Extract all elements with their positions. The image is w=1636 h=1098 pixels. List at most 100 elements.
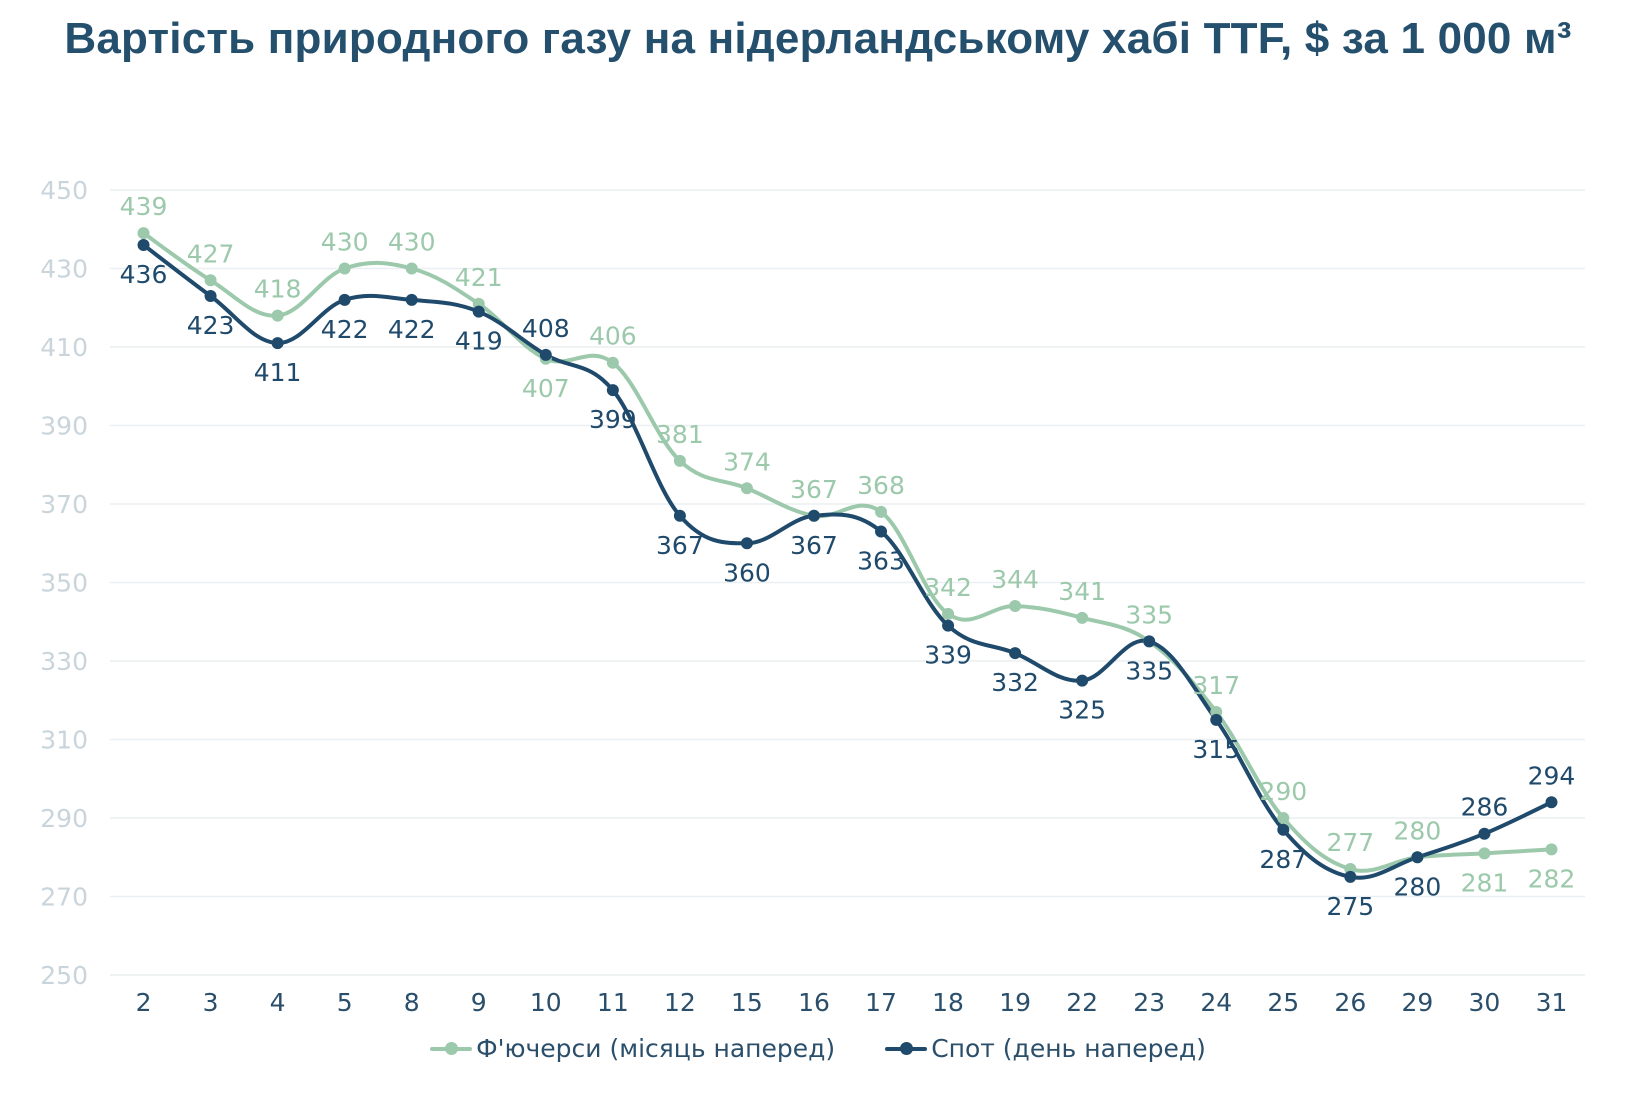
data-label-futures: 277: [1326, 828, 1374, 857]
y-tick-label: 270: [40, 883, 88, 912]
data-label-futures: 290: [1259, 777, 1307, 806]
x-tick-label: 18: [932, 988, 964, 1017]
data-label-futures: 342: [924, 573, 972, 602]
data-label-futures: 427: [187, 239, 235, 268]
x-tick-label: 22: [1066, 988, 1098, 1017]
data-label-spot: 339: [924, 641, 972, 670]
data-point-spot: [740, 537, 753, 550]
legend-item-spot[interactable]: Спот (день наперед): [885, 1034, 1206, 1063]
data-label-futures: 421: [455, 263, 503, 292]
x-tick-label: 15: [731, 988, 763, 1017]
x-tick-label: 10: [530, 988, 562, 1017]
data-label-spot: 367: [656, 531, 704, 560]
data-label-spot: 315: [1192, 735, 1240, 764]
data-point-spot: [338, 293, 351, 306]
data-point-spot: [606, 384, 619, 397]
data-point-spot: [204, 289, 217, 302]
y-tick-label: 450: [40, 176, 88, 205]
data-point-spot: [1478, 827, 1491, 840]
data-label-spot: 411: [254, 358, 302, 387]
data-point-futures: [204, 274, 217, 287]
data-label-futures: 317: [1192, 671, 1240, 700]
data-label-futures: 439: [120, 192, 168, 221]
data-label-spot: 294: [1528, 761, 1576, 790]
data-label-futures: 341: [1058, 577, 1106, 606]
legend-swatch-spot-icon: [885, 1041, 928, 1055]
data-point-spot: [1411, 851, 1424, 864]
data-label-spot: 436: [120, 260, 168, 289]
y-tick-label: 310: [40, 726, 88, 755]
data-point-spot: [1076, 674, 1089, 687]
data-label-spot: 332: [991, 668, 1039, 697]
y-tick-label: 330: [40, 647, 88, 676]
data-label-spot: 335: [1125, 656, 1173, 685]
data-label-futures: 280: [1394, 816, 1442, 845]
data-point-spot: [271, 337, 284, 350]
x-tick-label: 24: [1200, 988, 1232, 1017]
data-label-spot: 423: [187, 311, 235, 340]
data-label-futures: 281: [1461, 868, 1509, 897]
x-tick-label: 16: [798, 988, 830, 1017]
data-point-spot: [1344, 870, 1357, 883]
chart-title: Вартість природного газу на нідерландськ…: [64, 14, 1572, 63]
data-point-futures: [1545, 843, 1558, 856]
x-tick-label: 29: [1401, 988, 1433, 1017]
data-point-futures: [137, 227, 150, 240]
x-tick-label: 3: [203, 988, 219, 1017]
data-label-futures: 367: [790, 475, 838, 504]
data-label-spot: 367: [790, 531, 838, 560]
data-label-spot: 419: [455, 327, 503, 356]
data-label-spot: 360: [723, 558, 771, 587]
data-point-spot: [405, 293, 418, 306]
data-label-futures: 418: [254, 275, 302, 304]
data-label-spot: 280: [1394, 872, 1442, 901]
x-tick-label: 25: [1267, 988, 1299, 1017]
data-point-spot: [1210, 713, 1223, 726]
data-point-futures: [673, 454, 686, 467]
x-tick-label: 5: [337, 988, 353, 1017]
x-tick-label: 8: [404, 988, 420, 1017]
data-point-spot: [673, 509, 686, 522]
y-tick-label: 430: [40, 255, 88, 284]
y-tick-label: 390: [40, 412, 88, 441]
y-tick-label: 350: [40, 569, 88, 598]
data-point-futures: [1076, 611, 1089, 624]
data-label-spot: 422: [321, 315, 369, 344]
data-point-futures: [942, 607, 955, 620]
y-tick-label: 370: [40, 490, 88, 519]
data-label-spot: 325: [1058, 696, 1106, 725]
data-point-spot: [875, 525, 888, 538]
data-point-spot: [1545, 796, 1558, 809]
x-tick-label: 17: [865, 988, 897, 1017]
y-tick-label: 250: [40, 961, 88, 990]
legend-label-spot: Спот (день наперед): [931, 1034, 1206, 1063]
data-point-futures: [1009, 600, 1022, 613]
data-label-spot: 286: [1461, 793, 1509, 822]
data-label-futures: 406: [589, 322, 637, 351]
data-point-spot: [1143, 635, 1156, 648]
data-point-spot: [807, 509, 820, 522]
data-label-futures: 430: [321, 228, 369, 257]
legend: Ф'ючерси (місяць наперед) Спот (день нап…: [0, 1034, 1636, 1063]
data-label-spot: 363: [857, 546, 905, 575]
data-point-spot: [539, 348, 552, 361]
data-label-futures: 430: [388, 228, 436, 257]
data-label-spot: 422: [388, 315, 436, 344]
data-label-futures: 381: [656, 420, 704, 449]
x-tick-label: 4: [270, 988, 286, 1017]
x-tick-label: 11: [597, 988, 629, 1017]
series-line-futures: [141, 231, 1554, 873]
legend-item-futures[interactable]: Ф'ючерси (місяць наперед): [430, 1034, 835, 1063]
x-tick-label: 31: [1536, 988, 1568, 1017]
data-point-futures: [606, 356, 619, 369]
x-tick-label: 2: [136, 988, 152, 1017]
data-label-spot: 399: [589, 405, 637, 434]
x-tick-label: 9: [471, 988, 487, 1017]
data-point-spot: [1009, 647, 1022, 660]
legend-swatch-futures-icon: [430, 1041, 473, 1055]
legend-label-futures: Ф'ючерси (місяць наперед): [476, 1034, 836, 1063]
x-tick-label: 26: [1334, 988, 1366, 1017]
data-point-futures: [338, 262, 351, 275]
data-point-futures: [1277, 812, 1290, 824]
